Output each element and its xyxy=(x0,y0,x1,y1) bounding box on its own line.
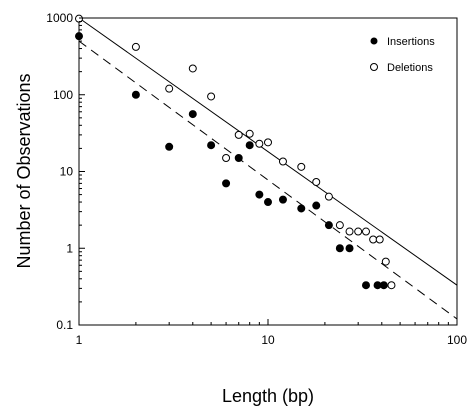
legend-label-deletions: Deletions xyxy=(387,62,433,74)
fit-lines xyxy=(78,17,458,320)
point-insertions xyxy=(379,281,388,290)
legend-marker-insertions xyxy=(370,37,378,45)
x-axis-title: Length (bp) xyxy=(222,386,314,406)
point-insertions xyxy=(234,153,243,162)
point-deletions xyxy=(335,221,344,230)
point-deletions xyxy=(222,153,231,162)
y-tick-label: 0.1 xyxy=(56,318,73,332)
point-deletions xyxy=(245,129,254,138)
y-tick-label: 10 xyxy=(60,165,74,179)
fit-line-solid xyxy=(78,17,458,286)
point-deletions xyxy=(188,64,197,73)
legend-label-insertions: Insertions xyxy=(387,36,435,48)
y-tick-label: 100 xyxy=(53,88,73,102)
point-deletions xyxy=(312,177,321,186)
point-insertions xyxy=(188,110,197,119)
point-deletions xyxy=(297,162,306,171)
point-deletions xyxy=(131,42,140,51)
point-insertions xyxy=(75,32,83,41)
point-insertions xyxy=(361,281,370,290)
x-tick-label: 100 xyxy=(447,333,467,347)
point-deletions xyxy=(381,257,390,266)
point-deletions xyxy=(354,227,363,236)
point-insertions xyxy=(207,141,216,150)
point-insertions xyxy=(345,244,354,253)
legend-marker-deletions xyxy=(370,63,378,71)
point-deletions xyxy=(278,157,287,166)
point-deletions xyxy=(361,227,370,236)
x-axis-ticks: 1 10 100 xyxy=(76,319,467,347)
point-insertions xyxy=(324,221,333,230)
x-tick-label: 1 xyxy=(76,333,83,347)
y-axis-ticks: 0.1 1 10 100 1000 xyxy=(46,11,85,332)
point-deletions xyxy=(255,139,264,148)
point-insertions xyxy=(312,201,321,210)
point-deletions xyxy=(369,235,378,244)
point-insertions xyxy=(245,141,254,150)
point-insertions xyxy=(165,142,174,151)
fit-line-dashed xyxy=(78,40,458,320)
point-deletions xyxy=(234,130,243,139)
y-axis-title: Number of Observations xyxy=(14,73,34,268)
point-insertions xyxy=(297,204,306,213)
point-insertions xyxy=(264,198,272,207)
point-deletions xyxy=(75,14,83,23)
point-deletions xyxy=(207,92,216,101)
x-tick-label: 10 xyxy=(261,333,275,347)
legend: Insertions Deletions xyxy=(370,36,435,74)
point-insertions xyxy=(278,195,287,204)
point-deletions xyxy=(375,235,384,244)
point-insertions xyxy=(222,179,231,188)
point-deletions xyxy=(345,227,354,236)
points-layer xyxy=(75,14,396,290)
point-insertions xyxy=(255,190,264,199)
point-deletions xyxy=(324,192,333,201)
y-tick-label: 1 xyxy=(66,241,73,255)
point-deletions xyxy=(387,281,396,290)
y-tick-label: 1000 xyxy=(46,11,73,25)
point-insertions xyxy=(335,244,344,253)
point-insertions xyxy=(131,90,140,99)
point-deletions xyxy=(264,138,272,147)
point-deletions xyxy=(165,84,174,93)
